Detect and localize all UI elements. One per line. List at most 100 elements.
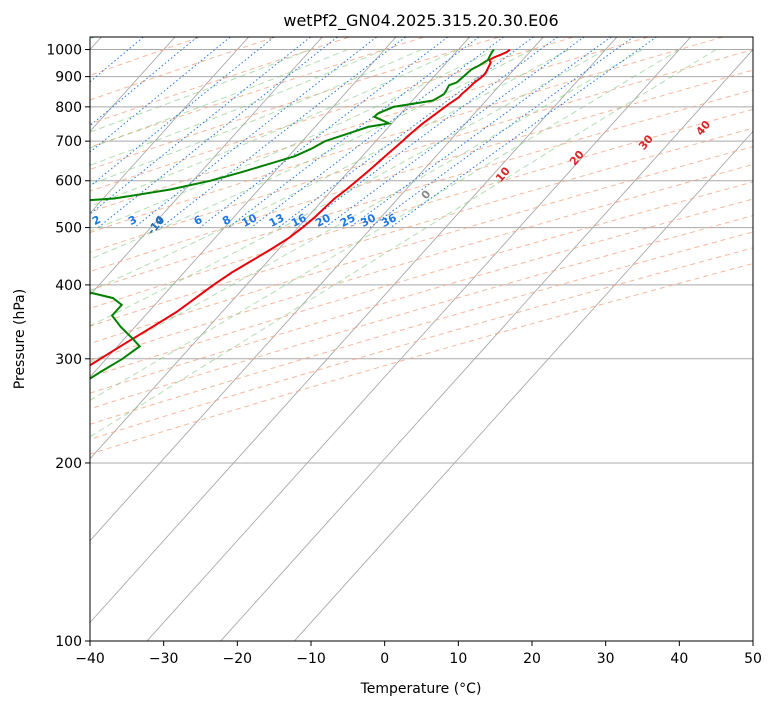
isotherm-line [90, 37, 323, 296]
x-tick-label: 20 [523, 651, 541, 667]
mixing-ratio-label: 10 [240, 211, 260, 230]
profile-lines [90, 48, 511, 380]
temperature-line [90, 48, 511, 367]
plot-frame [89, 36, 754, 642]
mixing-ratio-line [160, 37, 407, 228]
moist-adiabat-line [90, 49, 348, 149]
mixing-ratio-line [90, 37, 232, 153]
dry-adiabat-line [90, 145, 753, 345]
y-tick-label: 900 [55, 70, 82, 86]
dry-adiabat-line [90, 163, 753, 361]
x-axis: −40 −30 −20 −10 0 10 20 30 40 50 [75, 641, 762, 667]
mixing-ratio-label: 16 [289, 211, 309, 230]
moist-adiabat-line [90, 49, 312, 133]
dry-adiabat-line [90, 198, 753, 394]
x-axis-label: Temperature (°C) [360, 681, 482, 697]
x-tick-label: −30 [149, 651, 179, 667]
y-tick-label: 700 [55, 134, 82, 150]
mixing-ratio-line [369, 37, 635, 229]
isotherm-line [146, 37, 692, 641]
y-tick-label: 300 [55, 352, 82, 368]
dry-adiabat-line [90, 37, 277, 101]
x-tick-label: 10 [449, 651, 467, 667]
isotherm-line [90, 37, 397, 378]
mixing-ratio-line [349, 37, 613, 229]
moist-adiabat-label: 40 [693, 118, 713, 138]
mixing-ratio-line [97, 37, 339, 228]
x-tick-label: 50 [744, 651, 762, 667]
mixing-ratio-line [90, 37, 198, 127]
mixing-ratio-line [278, 37, 535, 228]
moist-adiabat-label: 30 [636, 132, 656, 152]
dry-adiabat-line [90, 37, 426, 148]
mixing-ratio-label: 30 [358, 211, 378, 230]
moist-adiabat-line [90, 49, 606, 327]
x-tick-label: −10 [296, 651, 326, 667]
y-axis: 1000 900 800 700 600 500 400 300 200 100 [46, 43, 90, 650]
moist-adiabat-label: 20 [567, 148, 587, 168]
y-tick-label: 600 [55, 174, 82, 190]
mixing-ratio-line [90, 37, 275, 187]
mixing-ratio-label: 36 [379, 211, 399, 230]
isotherm-line [90, 37, 250, 214]
dry-adiabat-line [90, 37, 576, 192]
x-tick-label: 40 [670, 651, 688, 667]
background-lines [90, 37, 753, 641]
moist-adiabat-line [90, 49, 643, 364]
mixing-ratio-label: 13 [267, 211, 287, 230]
dry-adiabat-line [90, 231, 753, 425]
y-tick-label: 400 [55, 278, 82, 294]
y-tick-label: 800 [55, 100, 82, 116]
dry-adiabat-line [90, 69, 753, 273]
y-axis-label: Pressure (hPa) [12, 289, 28, 389]
y-tick-label: 200 [55, 456, 82, 472]
isotherm-line [90, 37, 618, 624]
isotherm-line [90, 37, 544, 542]
mixing-ratio-line [324, 37, 585, 228]
x-tick-label: −40 [75, 651, 105, 667]
x-tick-label: −20 [223, 651, 253, 667]
dry-adiabat-line [90, 247, 753, 440]
moist-adiabat-line [90, 49, 496, 232]
moist-adiabat-line [90, 49, 570, 292]
moist-adiabat-line [90, 49, 422, 186]
dry-adiabat-line [90, 215, 753, 410]
chart-title: wetPf2_GN04.2025.315.20.30.E06 [283, 11, 558, 31]
mixing-ratio-label: 20 [313, 211, 333, 230]
dry-adiabat-line [90, 48, 753, 253]
moist-adiabat-line [90, 49, 680, 401]
moist-adiabat-label: 10 [493, 164, 513, 184]
mixing-ratio-line [300, 37, 559, 228]
mixing-ratio-line [390, 37, 658, 229]
mixing-ratio-line [133, 37, 378, 228]
dry-adiabat-line [90, 37, 352, 125]
y-tick-label: 1000 [46, 43, 82, 59]
dry-adiabat-line [90, 37, 501, 170]
dry-adiabat-line [90, 37, 651, 213]
mixing-ratio-label: 25 [338, 211, 358, 230]
dry-adiabat-line [90, 89, 753, 291]
moist-adiabat-line [90, 49, 717, 438]
moist-adiabat-line [90, 49, 533, 260]
isotherm-line [220, 48, 753, 641]
mixing-ratio-line [199, 37, 449, 228]
dry-adiabat-line [90, 127, 753, 327]
moist-adiabat-label: 0 [419, 187, 434, 201]
y-tick-label: 100 [55, 634, 82, 650]
y-tick-label: 500 [55, 221, 82, 237]
x-tick-label: 30 [597, 651, 615, 667]
dry-adiabat-line [90, 108, 753, 309]
moist-adiabat-line [90, 49, 385, 166]
dry-adiabat-line [90, 263, 753, 455]
dry-adiabat-line [90, 181, 753, 378]
mixing-ratio-line [90, 37, 145, 83]
isotherm-line [293, 130, 753, 641]
x-tick-label: 0 [380, 651, 389, 667]
dewpoint-line [90, 48, 495, 380]
mixing-ratio-label: 2 [90, 213, 103, 228]
mixing-ratio-line [250, 37, 505, 228]
mixing-ratio-line [90, 37, 94, 41]
moist-adiabat-line [90, 49, 459, 207]
